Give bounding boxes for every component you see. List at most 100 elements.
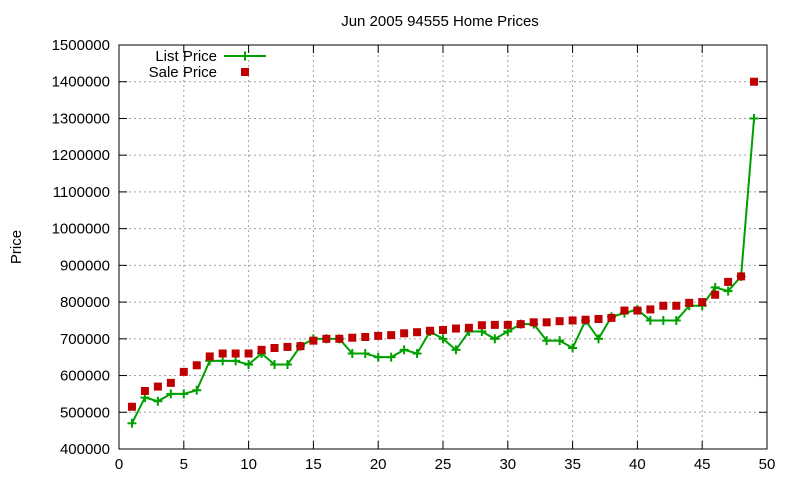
data-point (412, 349, 422, 359)
data-point (542, 318, 551, 327)
data-point (282, 360, 292, 370)
y-tick-label: 1500000 (52, 37, 110, 54)
y-axis-label: Price (8, 230, 25, 264)
data-point (594, 314, 603, 323)
data-point (283, 342, 292, 351)
y-tick-label: 900000 (60, 257, 110, 274)
data-point (166, 378, 175, 387)
data-point (244, 360, 254, 370)
y-tick-label: 500000 (60, 404, 110, 421)
data-point (335, 334, 344, 343)
y-tick-label: 1100000 (53, 184, 110, 201)
data-point (464, 323, 473, 332)
data-point (477, 321, 486, 330)
data-point (296, 342, 305, 351)
y-tick-label: 700000 (60, 331, 110, 348)
chart-title: Jun 2005 94555 Home Prices (341, 13, 539, 30)
data-point (192, 361, 201, 370)
data-point (568, 343, 578, 353)
x-tick-label: 10 (240, 456, 257, 473)
data-point (490, 334, 500, 344)
data-point (373, 352, 383, 362)
grid-lines (119, 45, 767, 449)
x-tick-label: 30 (499, 456, 516, 473)
data-point (581, 315, 590, 324)
data-point (140, 386, 149, 395)
data-point (347, 349, 357, 359)
data-point (723, 286, 733, 296)
data-point (555, 317, 564, 326)
data-point (348, 333, 357, 342)
data-point (594, 334, 604, 344)
data-point (205, 352, 214, 361)
x-tick-label: 25 (435, 456, 452, 473)
series-sale-price (127, 77, 759, 411)
data-point (439, 326, 447, 335)
data-point (218, 349, 227, 358)
data-point (231, 349, 240, 358)
data-point (490, 320, 499, 329)
data-point (413, 328, 422, 337)
data-point (322, 334, 331, 343)
x-tick-label: 45 (694, 456, 711, 473)
data-point (529, 318, 538, 327)
axis-ticks: 0 5 10 15 20 25 30 35 40 45 50 400000 500000 600000 70… (52, 37, 776, 473)
data-point (309, 336, 318, 345)
data-point (672, 301, 681, 310)
x-tick-label: 20 (370, 456, 387, 473)
y-tick-label: 400000 (60, 441, 110, 458)
data-point (179, 367, 188, 376)
x-tick-label: 35 (564, 456, 581, 473)
data-point (218, 356, 228, 366)
legend-marker (241, 68, 249, 76)
data-point (426, 326, 435, 335)
legend-label: Sale Price (149, 64, 217, 81)
data-point (620, 306, 629, 315)
data-point (516, 320, 525, 329)
plot-border (118, 44, 768, 450)
data-point (374, 331, 383, 340)
data-point (658, 315, 668, 325)
data-point (166, 389, 176, 399)
data-point (153, 396, 163, 406)
data-point (568, 316, 577, 325)
data-point (451, 324, 460, 333)
y-tick-label: 1300000 (52, 110, 110, 127)
y-tick-label: 1000000 (52, 221, 110, 238)
data-point (607, 313, 616, 322)
data-point (270, 344, 279, 352)
data-point (451, 345, 461, 355)
y-tick-label: 1400000 (52, 74, 110, 91)
data-point (645, 315, 655, 325)
x-tick-label: 0 (115, 456, 123, 473)
data-point (244, 349, 253, 358)
legend-label: List Price (155, 48, 217, 65)
x-tick-label: 40 (629, 456, 646, 473)
data-point (555, 336, 565, 346)
data-point (231, 356, 241, 366)
data-point (646, 305, 655, 314)
data-point (192, 385, 202, 395)
data-point (179, 389, 189, 399)
data-point (386, 352, 396, 362)
data-point (749, 113, 759, 123)
data-point (400, 329, 409, 338)
data-point (361, 332, 370, 341)
data-point (503, 320, 512, 329)
data-point (257, 345, 266, 354)
data-point (360, 349, 370, 359)
data-point (153, 382, 162, 391)
data-point (127, 418, 137, 428)
data-point (542, 336, 552, 346)
data-point (698, 298, 707, 307)
data-point (685, 298, 694, 307)
data-point (399, 345, 409, 355)
data-point (737, 272, 746, 281)
data-point (710, 282, 720, 292)
data-point (724, 277, 733, 286)
data-point (633, 306, 642, 315)
y-tick-label: 600000 (60, 368, 110, 385)
y-tick-label: 800000 (60, 294, 110, 311)
